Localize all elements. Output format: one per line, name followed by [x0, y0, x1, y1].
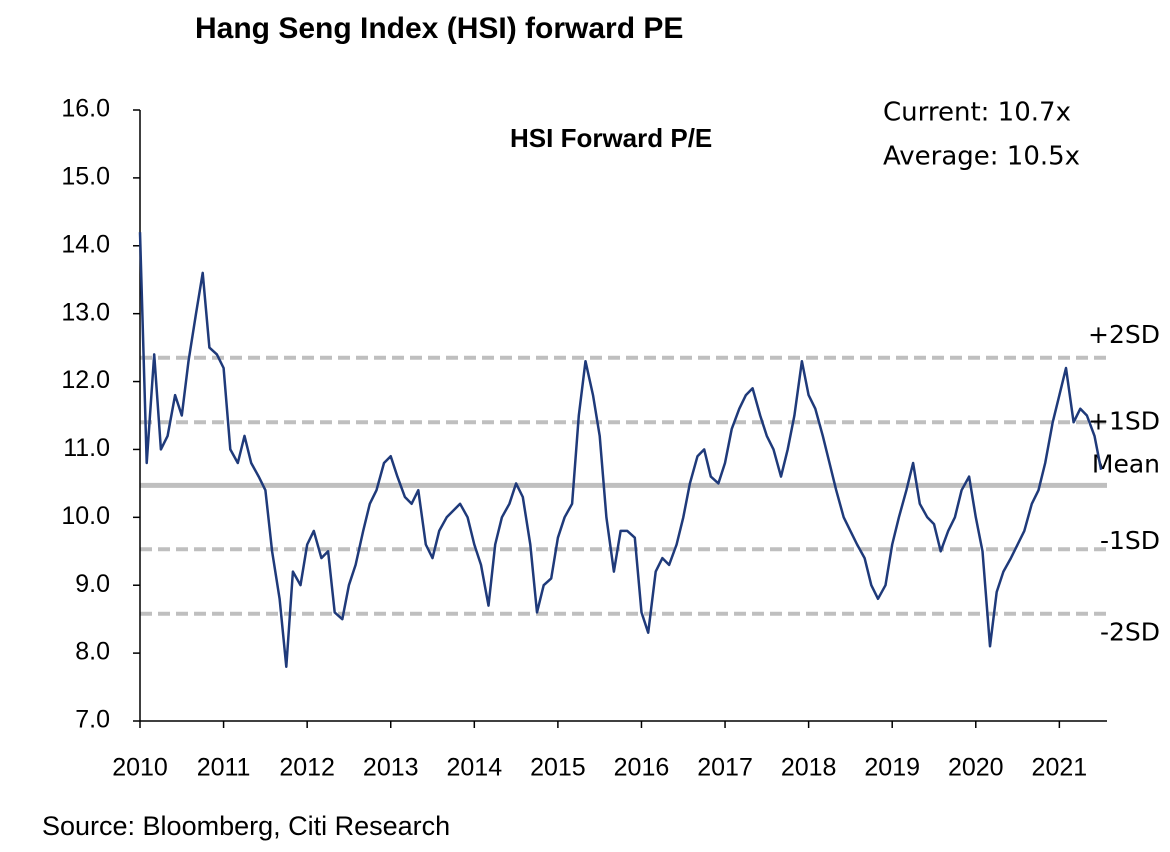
reference-label: Mean	[1092, 449, 1160, 478]
x-tick-label: 2019	[864, 754, 920, 782]
reference-label: +2SD	[1088, 320, 1160, 349]
x-tick-label: 2018	[781, 754, 837, 782]
annotation: Average: 10.5x	[883, 142, 1080, 172]
y-tick-label: 16.0	[61, 95, 110, 123]
y-tick-label: 9.0	[75, 570, 110, 598]
x-tick-label: 2012	[279, 754, 335, 782]
annotation: Current: 10.7x	[883, 98, 1071, 128]
x-tick-label: 2020	[948, 754, 1004, 782]
x-tick-label: 2010	[112, 754, 168, 782]
y-tick-label: 12.0	[61, 366, 110, 394]
x-tick-label: 2011	[197, 754, 251, 782]
series-line	[138, 232, 1103, 668]
x-tick-label: 2017	[697, 754, 753, 782]
x-tick-label: 2015	[530, 754, 586, 782]
y-tick-label: 14.0	[61, 230, 110, 258]
x-tick-label: 2016	[614, 754, 670, 782]
y-tick-label: 8.0	[75, 638, 110, 666]
x-tick-label: 2014	[447, 754, 503, 782]
chart-subtitle: HSI Forward P/E	[510, 123, 712, 153]
x-tick-label: 2013	[363, 754, 419, 782]
y-tick-label: 10.0	[61, 502, 110, 530]
y-tick-label: 13.0	[61, 298, 110, 326]
reference-label: -2SD	[1100, 618, 1160, 647]
chart-title: Hang Seng Index (HSI) forward PE	[195, 12, 683, 45]
y-tick-label: 15.0	[61, 162, 110, 190]
source: Source: Bloomberg, Citi Research	[42, 811, 450, 841]
reference-label: +1SD	[1088, 406, 1160, 435]
x-tick-label: 2021	[1032, 754, 1088, 782]
y-tick-label: 11.0	[63, 434, 110, 462]
reference-label: -1SD	[1100, 526, 1160, 555]
y-tick-label: 7.0	[75, 706, 110, 734]
